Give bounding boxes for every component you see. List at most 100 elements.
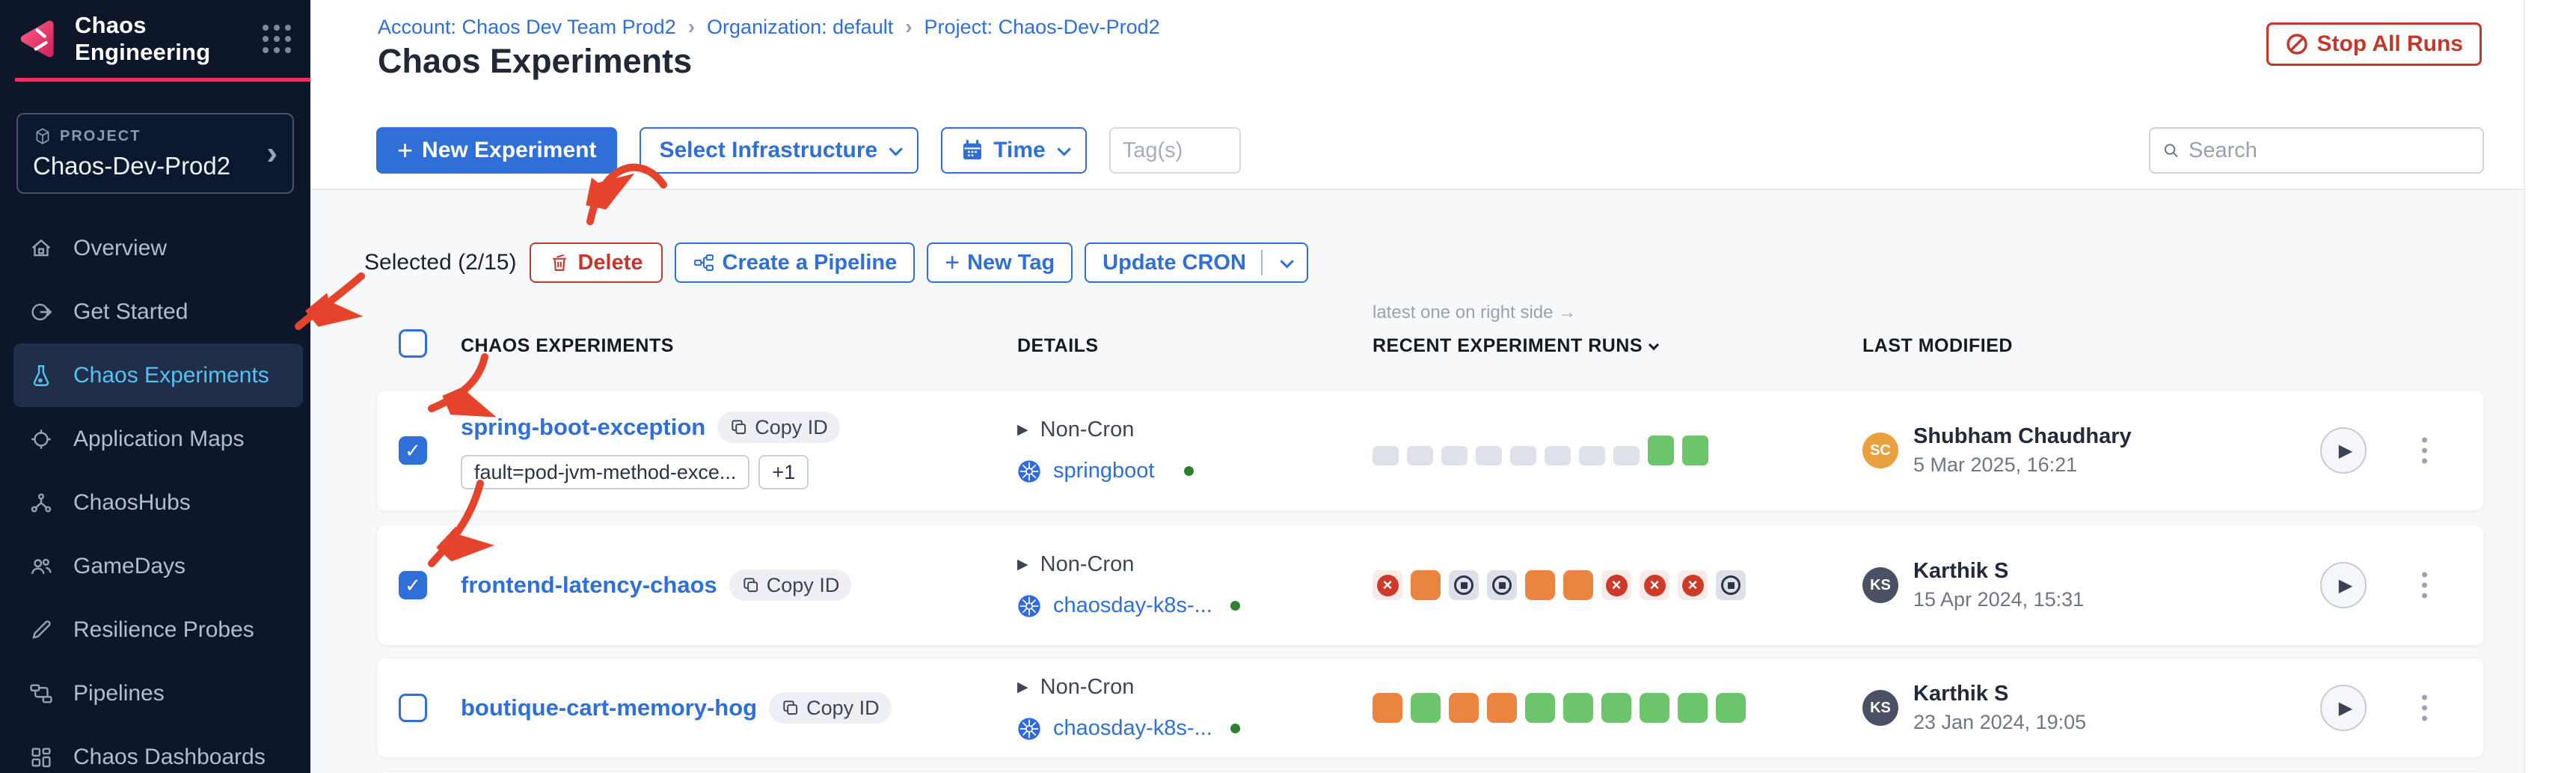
create-pipeline-button[interactable]: Create a Pipeline <box>674 242 916 283</box>
copy-id-button[interactable]: Copy ID <box>717 412 840 443</box>
row-checkbox[interactable]: ✓ <box>399 571 427 599</box>
page-title: Chaos Experiments <box>378 42 693 80</box>
breadcrumb-separator: › <box>687 15 696 38</box>
sidebar-item-get-started[interactable]: Get Started <box>0 280 310 343</box>
copy-id-button[interactable]: Copy ID <box>769 692 892 724</box>
chevron-down-icon <box>889 141 904 156</box>
infrastructure-link[interactable]: springboot <box>1053 459 1155 483</box>
modified-date: 23 Jan 2024, 19:05 <box>1913 711 2087 733</box>
project-name: Chaos-Dev-Prod2 <box>33 152 231 180</box>
breadcrumb-separator: › <box>905 15 913 38</box>
modified-by-name: Karthik S <box>1913 559 2009 583</box>
experiment-name-link[interactable]: frontend-latency-chaos <box>461 572 717 598</box>
kubernetes-icon <box>1018 459 1040 483</box>
selected-count-label: Selected (2/15) <box>364 250 517 275</box>
content-area: Selected (2/15) Delete Create a Pipeline… <box>310 190 2524 773</box>
run-experiment-button[interactable]: ▶ <box>2320 685 2367 731</box>
plus-icon: + <box>397 135 414 165</box>
breadcrumb-account[interactable]: Account: Chaos Dev Team Prod2 <box>378 15 676 38</box>
select-infrastructure-dropdown[interactable]: Select Infrastructure <box>640 127 919 174</box>
breadcrumb: Account: Chaos Dev Team Prod2 › Organiza… <box>378 15 1160 39</box>
run-experiment-button[interactable]: ▶ <box>2320 427 2367 474</box>
modified-date: 15 Apr 2024, 15:31 <box>1913 588 2085 611</box>
tags-filter-input[interactable] <box>1108 127 1241 174</box>
row-checkbox[interactable]: ✓ <box>399 436 427 465</box>
infrastructure-link[interactable]: chaosday-k8s-... <box>1053 716 1212 740</box>
modified-date: 5 Mar 2025, 16:21 <box>1913 453 2078 476</box>
right-panel-gutter <box>2524 0 2576 773</box>
details-cell: ▶ Non-Cron springboot <box>1017 418 1195 483</box>
flask-icon <box>33 364 49 386</box>
copy-icon <box>732 420 746 435</box>
avatar: KS <box>1862 567 1898 603</box>
people-icon <box>31 558 52 574</box>
breadcrumb-project[interactable]: Project: Chaos-Dev-Prod2 <box>924 15 1160 38</box>
avatar: KS <box>1862 690 1898 726</box>
breadcrumb-organization[interactable]: Organization: default <box>707 15 894 38</box>
cube-icon <box>36 128 49 144</box>
dashboard-grid-icon <box>31 747 51 767</box>
table-header: CHAOS EXPERIMENTS DETAILS RECENT EXPERIM… <box>378 329 2483 364</box>
new-tag-button[interactable]: + New Tag <box>927 242 1073 283</box>
delete-button[interactable]: Delete <box>530 242 663 283</box>
recent-runs-cell[interactable] <box>1373 693 1746 723</box>
run-experiment-button[interactable]: ▶ <box>2320 562 2367 608</box>
sidebar-header: Chaos Engineering <box>0 0 310 78</box>
new-experiment-button[interactable]: + New Experiment <box>376 127 618 174</box>
copy-id-button[interactable]: Copy ID <box>729 569 852 601</box>
calendar-icon <box>963 139 982 159</box>
select-all-checkbox[interactable] <box>399 329 427 358</box>
column-header-experiments: CHAOS EXPERIMENTS <box>461 335 674 356</box>
sidebar-item-overview[interactable]: Overview <box>0 216 310 280</box>
recent-runs-cell[interactable] <box>1373 436 1708 465</box>
row-menu-kebab[interactable] <box>2416 566 2433 605</box>
project-label: PROJECT <box>60 127 141 144</box>
last-modified-cell: KS Karthik S 15 Apr 2024, 15:31 <box>1862 559 2084 611</box>
harness-chaos-logo <box>20 20 54 58</box>
row-menu-kebab[interactable] <box>2416 432 2433 470</box>
project-selector[interactable]: PROJECT Chaos-Dev-Prod2 › <box>16 113 294 194</box>
search-input[interactable] <box>2189 138 2471 163</box>
network-icon <box>31 492 52 513</box>
details-cell: ▶ Non-Cron chaosday-k8s-... <box>1017 552 1240 618</box>
details-cell: ▶ Non-Cron chaosday-k8s-... <box>1017 675 1240 741</box>
infrastructure-link[interactable]: chaosday-k8s-... <box>1053 593 1212 617</box>
play-icon: ▶ <box>2338 697 2353 718</box>
column-header-details: DETAILS <box>1017 335 1099 356</box>
sidebar-item-application-maps[interactable]: Application Maps <box>0 407 310 471</box>
update-cron-dropdown[interactable]: Update CRON <box>1085 242 1308 283</box>
last-modified-cell: KS Karthik S 23 Jan 2024, 19:05 <box>1862 682 2086 734</box>
caret-right-icon: ▶ <box>1017 679 1028 695</box>
modified-by-name: Shubham Chaudhary <box>1913 424 2132 448</box>
sidebar-item-chaos-experiments[interactable]: Chaos Experiments <box>13 343 303 407</box>
search-box <box>2149 127 2484 174</box>
time-filter-dropdown[interactable]: Time <box>941 127 1087 174</box>
caret-right-icon: ▶ <box>1017 557 1028 572</box>
toolbar: + New Experiment Select Infrastructure T… <box>376 127 1241 174</box>
pipeline-icon <box>30 683 52 703</box>
experiment-name-link[interactable]: boutique-cart-memory-hog <box>461 694 758 721</box>
cron-type: Non-Cron <box>1040 675 1135 699</box>
experiment-name-link[interactable]: spring-boot-exception <box>461 414 706 440</box>
sidebar-item-chaos-dashboards[interactable]: Chaos Dashboards <box>0 725 310 773</box>
chevron-right-icon: › <box>266 135 277 171</box>
infra-active-dot <box>1230 601 1240 611</box>
row-checkbox[interactable] <box>399 694 427 722</box>
tag-pill: fault=pod-jvm-method-exce... <box>461 455 750 489</box>
infra-active-dot <box>1230 724 1240 733</box>
sidebar-item-chaoshubs[interactable]: ChaosHubs <box>0 471 310 534</box>
row-menu-kebab[interactable] <box>2416 689 2433 727</box>
sidebar-item-pipelines[interactable]: Pipelines <box>0 662 310 725</box>
divider <box>1260 250 1263 275</box>
column-header-runs[interactable]: RECENT EXPERIMENT RUNS <box>1373 335 1660 357</box>
home-icon <box>31 239 51 256</box>
extra-tags-pill[interactable]: +1 <box>758 455 809 489</box>
sidebar-nav: Overview Get Started Chaos Experiments A… <box>0 216 310 773</box>
sidebar-item-resilience-probes[interactable]: Resilience Probes <box>0 598 310 662</box>
no-entry-icon <box>2287 34 2308 55</box>
app-switcher-icon[interactable] <box>263 25 291 53</box>
stop-all-runs-button[interactable]: Stop All Runs <box>2266 22 2482 66</box>
chevron-down-icon <box>1648 339 1660 351</box>
recent-runs-cell[interactable]: × × × × <box>1373 570 1746 600</box>
sidebar-item-gamedays[interactable]: GameDays <box>0 534 310 598</box>
